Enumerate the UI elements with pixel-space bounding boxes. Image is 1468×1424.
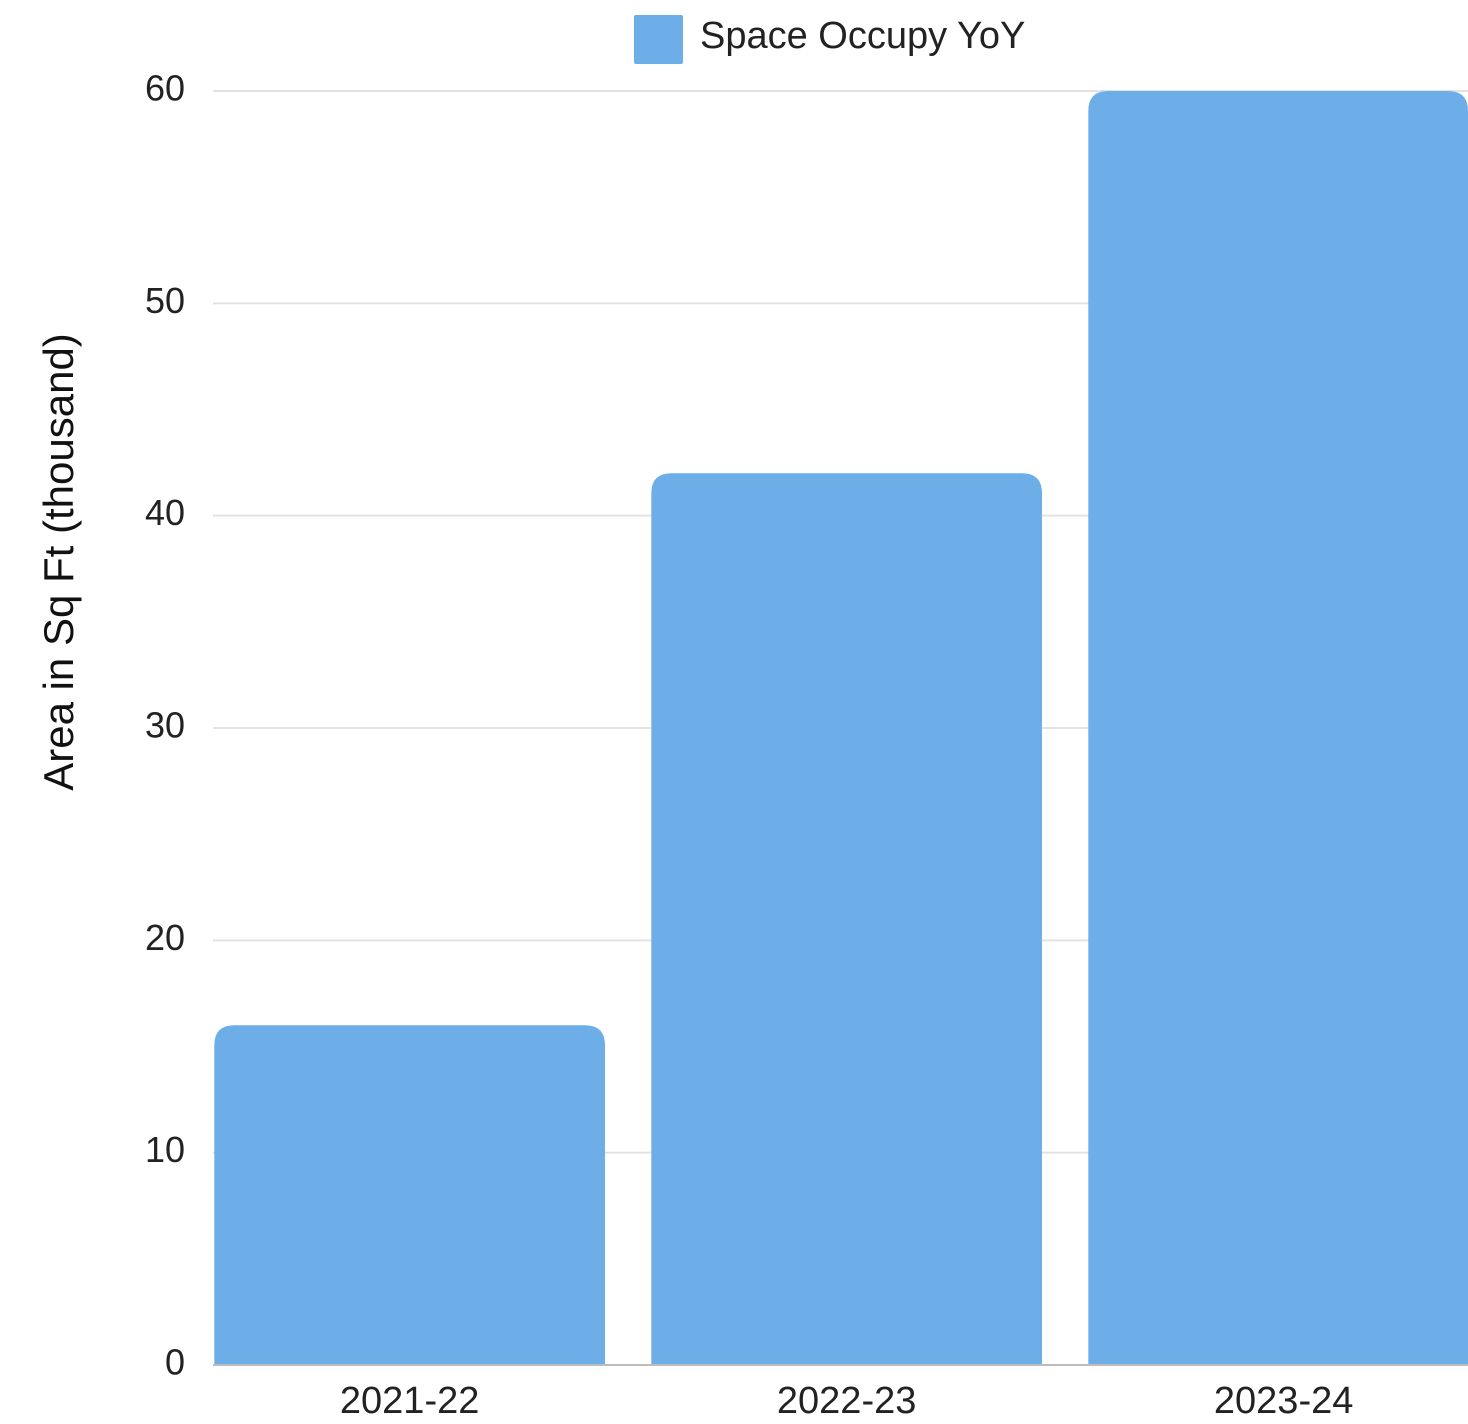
legend-label: Space Occupy YoY (700, 15, 1025, 57)
legend-swatch (634, 15, 683, 64)
y-tick-label: 40 (145, 492, 185, 533)
bar (1088, 91, 1468, 1365)
x-tick-label: 2021-22 (340, 1380, 479, 1422)
bar (214, 1025, 605, 1365)
y-tick-label: 50 (145, 280, 185, 321)
y-tick-label: 20 (145, 917, 185, 958)
x-tick-label: 2023-24 (1214, 1380, 1353, 1422)
x-tick-label: 2022-23 (777, 1380, 916, 1422)
bar (651, 473, 1042, 1365)
y-tick-label: 10 (145, 1129, 185, 1170)
y-tick-label: 30 (145, 705, 185, 746)
y-tick-label: 0 (165, 1342, 185, 1383)
y-tick-label: 60 (145, 68, 185, 109)
y-axis-label: Area in Sq Ft (thousand) (35, 333, 82, 791)
